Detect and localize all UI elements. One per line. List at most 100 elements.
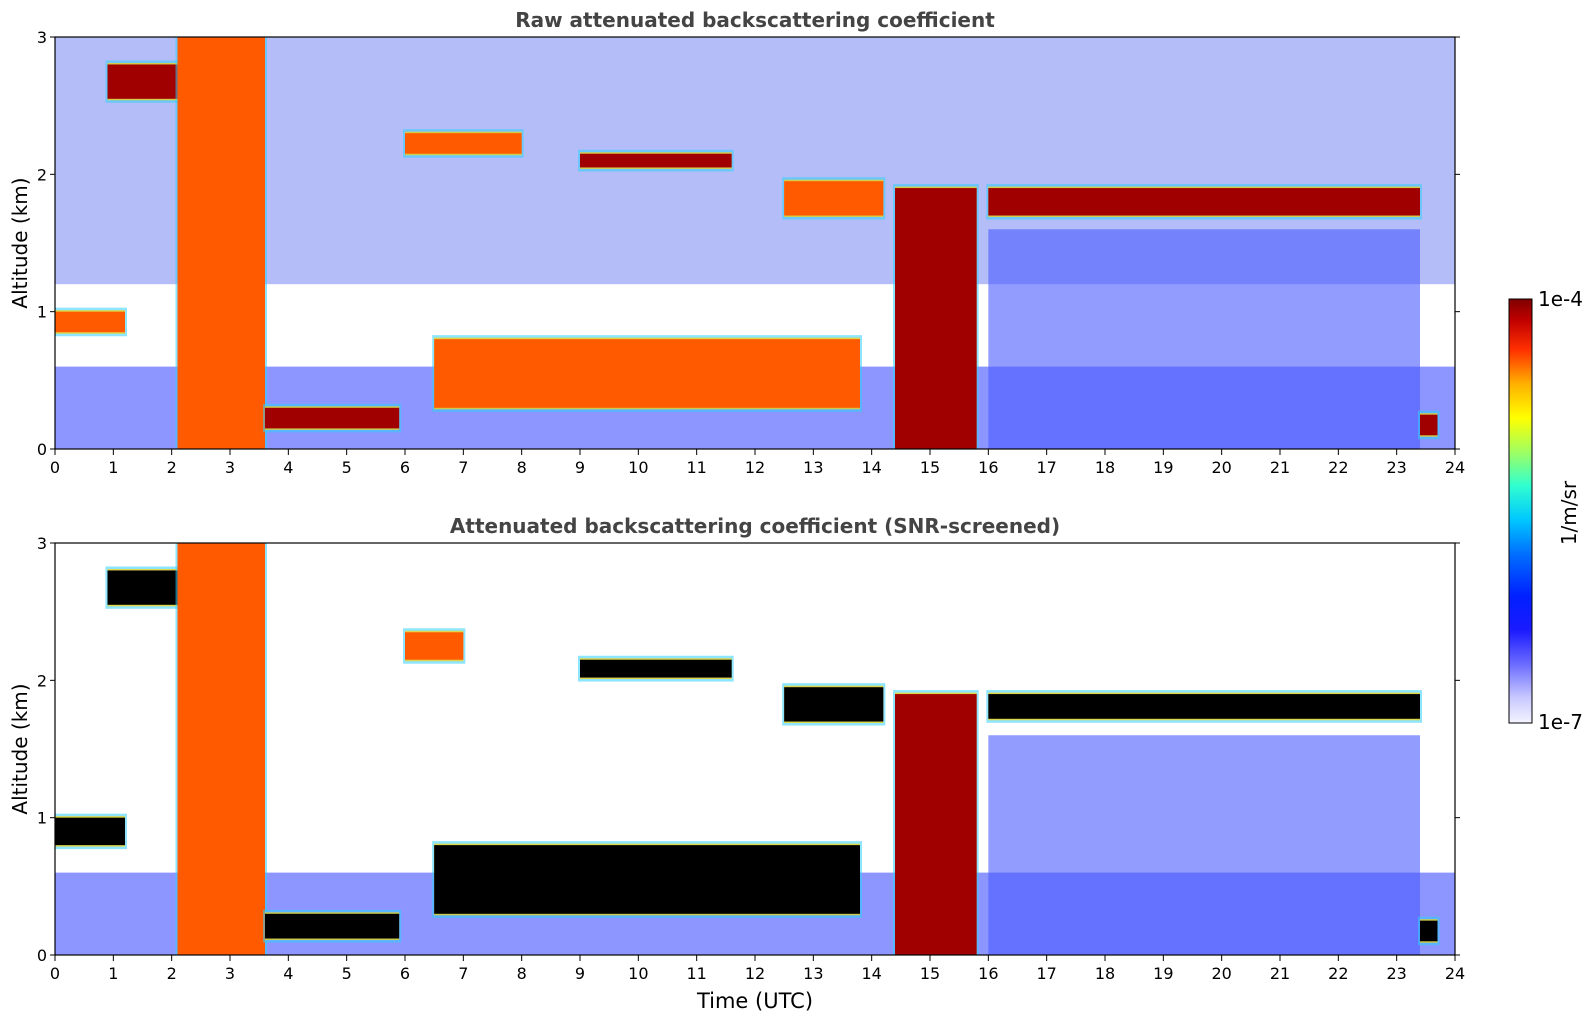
x-tick-label: 22 xyxy=(1328,458,1348,477)
x-tick-label: 3 xyxy=(225,458,235,477)
feature-core-1 xyxy=(107,570,184,605)
feature-core-8 xyxy=(895,188,977,449)
colorbar-gradient xyxy=(1508,298,1533,724)
sub-cloud-aerosol xyxy=(988,735,1420,955)
x-tick-label: 3 xyxy=(225,964,235,983)
x-tick-label: 2 xyxy=(167,458,177,477)
x-tick-label: 24 xyxy=(1445,964,1465,983)
x-tick-label: 6 xyxy=(400,458,410,477)
colorbar: 1e-4 1e-7 1/m/sr xyxy=(1508,287,1583,734)
x-tick-label: 12 xyxy=(745,458,765,477)
x-tick-label: 21 xyxy=(1270,458,1290,477)
x-tick-label: 7 xyxy=(458,458,468,477)
x-tick-label: 5 xyxy=(342,964,352,983)
feature-core-9 xyxy=(988,188,1420,216)
panel-screened: Attenuated backscattering coefficient (S… xyxy=(8,514,1465,1013)
feature-core-4 xyxy=(405,632,464,660)
x-tick-label: 11 xyxy=(686,458,706,477)
x-tick-label: 16 xyxy=(978,964,998,983)
x-tick-label: 10 xyxy=(628,458,648,477)
x-tick-label: 15 xyxy=(920,964,940,983)
feature-core-5 xyxy=(580,659,732,678)
feature-core-1 xyxy=(107,64,184,99)
x-tick-label: 20 xyxy=(1211,458,1231,477)
x-tick-label: 18 xyxy=(1095,458,1115,477)
x-tick-label: 1 xyxy=(108,964,118,983)
panel-screened-y-label: Altitude (km) xyxy=(8,683,32,814)
feature-core-0 xyxy=(55,817,125,846)
x-tick-label: 9 xyxy=(575,458,585,477)
feature-core-0 xyxy=(55,311,125,333)
panel-raw-heatmap xyxy=(55,37,1455,449)
x-tick-label: 1 xyxy=(108,458,118,477)
feature-core-3 xyxy=(265,913,400,939)
panel-screened-x-label: Time (UTC) xyxy=(696,989,813,1013)
x-tick-label: 23 xyxy=(1386,964,1406,983)
y-tick-label: 0 xyxy=(37,946,47,965)
y-tick-label: 1 xyxy=(37,303,47,322)
x-tick-label: 17 xyxy=(1036,964,1056,983)
x-tick-label: 17 xyxy=(1036,458,1056,477)
y-tick-label: 2 xyxy=(37,165,47,184)
x-tick-label: 5 xyxy=(342,458,352,477)
feature-core-5 xyxy=(580,153,732,168)
feature-core-7 xyxy=(784,181,884,216)
feature-core-2 xyxy=(177,543,265,955)
feature-core-6 xyxy=(434,845,860,914)
x-tick-label: 7 xyxy=(458,964,468,983)
x-tick-label: 0 xyxy=(50,458,60,477)
feature-core-7 xyxy=(784,687,884,722)
y-tick-label: 1 xyxy=(37,809,47,828)
x-tick-label: 9 xyxy=(575,964,585,983)
panel-raw-y-label: Altitude (km) xyxy=(8,177,32,308)
panel-screened-x-axis: 0 1 2 3 4 5 6 7 8 9 10 11 12 13 14 15 16 17 18 19 20 21 22 23 24 xyxy=(50,955,1465,983)
panel-screened-y-axis: 0 1 2 3 xyxy=(37,534,1460,965)
x-tick-label: 4 xyxy=(283,458,293,477)
y-tick-label: 3 xyxy=(37,28,47,47)
x-tick-label: 19 xyxy=(1153,458,1173,477)
sub-cloud-aerosol xyxy=(988,229,1420,449)
x-tick-label: 14 xyxy=(861,964,881,983)
feature-core-6 xyxy=(434,339,860,408)
x-tick-label: 18 xyxy=(1095,964,1115,983)
feature-core-9 xyxy=(988,694,1420,719)
x-tick-label: 13 xyxy=(803,964,823,983)
x-tick-label: 12 xyxy=(745,964,765,983)
x-tick-label: 8 xyxy=(517,964,527,983)
x-tick-label: 15 xyxy=(920,458,940,477)
panel-raw-y-axis: 0 1 2 3 xyxy=(37,28,1460,459)
x-tick-label: 20 xyxy=(1211,964,1231,983)
x-tick-label: 4 xyxy=(283,964,293,983)
colorbar-min-label: 1e-7 xyxy=(1538,710,1583,734)
x-tick-label: 14 xyxy=(861,458,881,477)
x-tick-label: 2 xyxy=(167,964,177,983)
feature-core-10 xyxy=(1420,414,1438,436)
x-tick-label: 16 xyxy=(978,458,998,477)
x-tick-label: 6 xyxy=(400,964,410,983)
y-tick-label: 0 xyxy=(37,440,47,459)
x-tick-label: 0 xyxy=(50,964,60,983)
x-tick-label: 19 xyxy=(1153,964,1173,983)
feature-core-3 xyxy=(265,407,400,429)
panel-screened-heatmap xyxy=(55,543,1455,955)
x-tick-label: 21 xyxy=(1270,964,1290,983)
x-tick-label: 8 xyxy=(517,458,527,477)
feature-core-2 xyxy=(177,37,265,449)
y-tick-label: 2 xyxy=(37,671,47,690)
feature-core-4 xyxy=(405,133,522,154)
x-tick-label: 10 xyxy=(628,964,648,983)
feature-core-8 xyxy=(895,694,977,955)
feature-core-10 xyxy=(1420,920,1438,942)
x-tick-label: 23 xyxy=(1386,458,1406,477)
x-tick-label: 11 xyxy=(686,964,706,983)
panel-raw-title: Raw attenuated backscattering coefficien… xyxy=(515,8,995,32)
x-tick-label: 22 xyxy=(1328,964,1348,983)
panel-raw-x-axis: 0 1 2 3 4 5 6 7 8 9 10 11 12 13 14 15 16 17 18 19 20 21 22 23 24 xyxy=(50,449,1465,477)
x-tick-label: 24 xyxy=(1445,458,1465,477)
panel-screened-title: Attenuated backscattering coefficient (S… xyxy=(450,514,1060,538)
x-tick-label: 13 xyxy=(803,458,823,477)
y-tick-label: 3 xyxy=(37,534,47,553)
panel-raw: Raw attenuated backscattering coefficien… xyxy=(8,8,1465,477)
colorbar-unit-label: 1/m/sr xyxy=(1557,480,1581,545)
